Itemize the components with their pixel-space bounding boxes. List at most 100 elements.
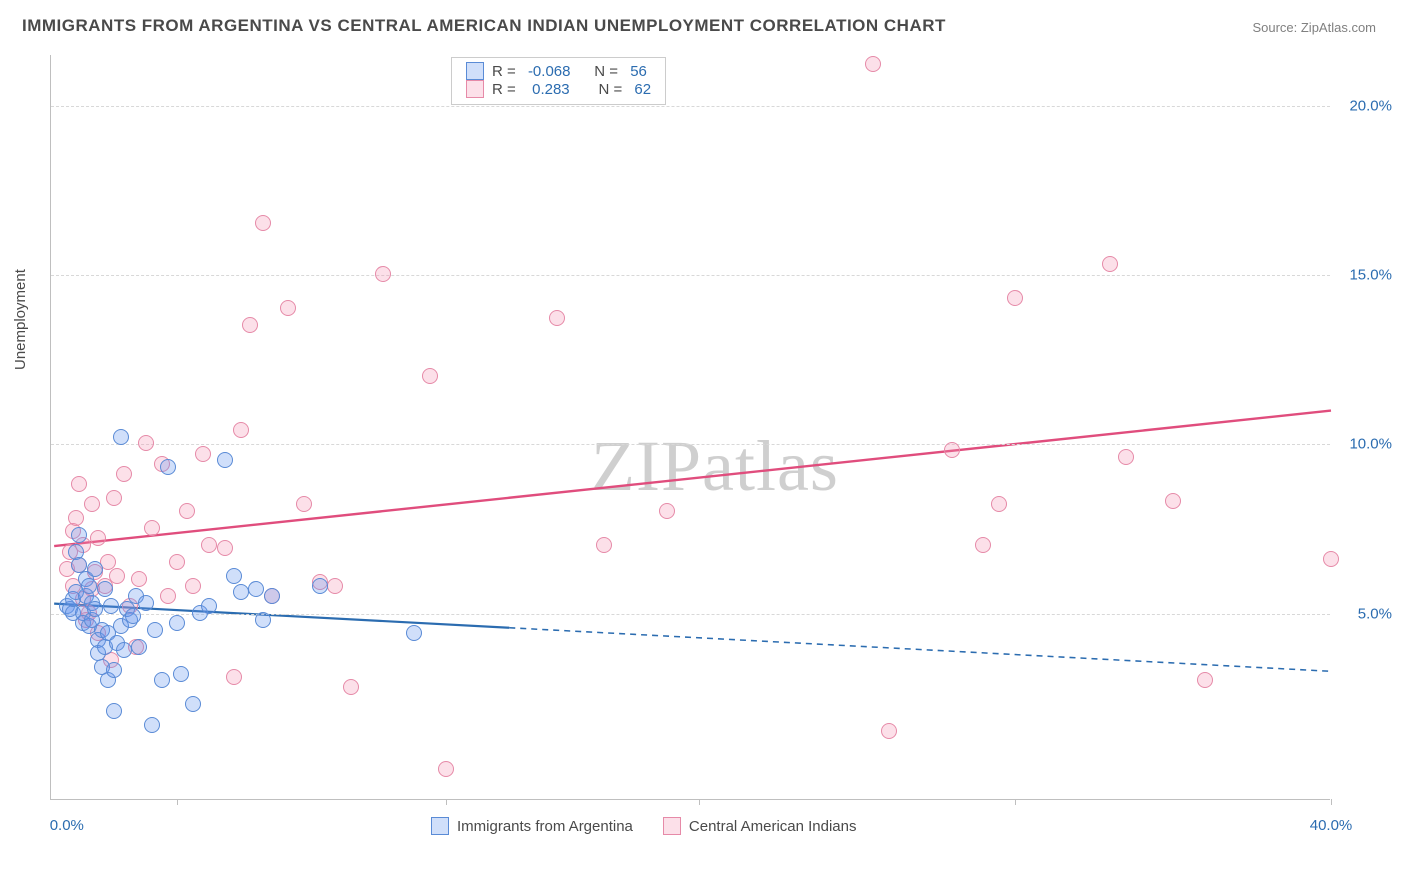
data-point-blue [169,615,185,631]
data-point-pink [233,422,249,438]
n-value-blue: 56 [630,63,647,80]
data-point-blue [113,618,129,634]
data-point-pink [881,723,897,739]
legend-item-pink: Central American Indians [663,817,857,835]
correlation-legend: R = -0.068 N = 56 R = 0.283 N = 62 [451,57,666,105]
data-point-pink [59,561,75,577]
swatch-pink-icon [663,817,681,835]
gridline [51,275,1330,276]
data-point-pink [1007,290,1023,306]
y-tick-label: 20.0% [1349,97,1392,114]
data-point-pink [81,605,97,621]
data-point-pink [154,456,170,472]
data-point-pink [312,574,328,590]
data-point-pink [100,554,116,570]
data-point-blue [226,568,242,584]
data-point-pink [1323,551,1339,567]
data-point-blue [125,608,141,624]
data-point-blue [65,605,81,621]
data-point-pink [217,540,233,556]
swatch-pink-icon [466,80,484,98]
data-point-pink [65,523,81,539]
x-tick-label: 0.0% [50,817,84,834]
data-point-blue [75,615,91,631]
data-point-blue [109,635,125,651]
data-point-pink [106,490,122,506]
data-point-pink [264,588,280,604]
data-point-blue [78,571,94,587]
data-point-blue [147,622,163,638]
data-point-blue [84,612,100,628]
chart-title: IMMIGRANTS FROM ARGENTINA VS CENTRAL AME… [22,16,946,36]
data-point-blue [87,561,103,577]
data-point-blue [78,588,94,604]
data-point-pink [1165,493,1181,509]
data-point-pink [991,496,1007,512]
data-point-pink [75,591,91,607]
data-point-blue [106,662,122,678]
gridline [51,614,1330,615]
data-point-pink [422,368,438,384]
legend-item-blue: Immigrants from Argentina [431,817,633,835]
data-point-pink [201,537,217,553]
data-point-pink [1197,672,1213,688]
swatch-blue-icon [466,62,484,80]
data-point-pink [103,652,119,668]
data-point-pink [975,537,991,553]
legend-row-blue: R = -0.068 N = 56 [466,62,651,80]
data-point-blue [154,672,170,688]
data-point-pink [75,537,91,553]
data-point-blue [90,632,106,648]
legend-label-blue: Immigrants from Argentina [457,818,633,835]
data-point-pink [71,557,87,573]
data-point-pink [90,625,106,641]
data-point-pink [255,215,271,231]
data-point-blue [75,605,91,621]
data-point-blue [173,666,189,682]
data-point-blue [217,452,233,468]
data-point-pink [122,598,138,614]
data-point-blue [160,459,176,475]
x-tick-mark [446,799,447,805]
data-point-pink [78,612,94,628]
data-point-blue [100,625,116,641]
data-point-pink [84,581,100,597]
data-point-blue [144,717,160,733]
data-point-blue [81,578,97,594]
data-point-pink [1118,449,1134,465]
data-point-pink [327,578,343,594]
data-point-blue [248,581,264,597]
data-point-pink [343,679,359,695]
data-point-pink [116,466,132,482]
legend-row-pink: R = 0.283 N = 62 [466,80,651,98]
data-point-pink [160,588,176,604]
data-point-pink [549,310,565,326]
data-point-blue [81,618,97,634]
series-legend: Immigrants from Argentina Central Americ… [431,817,857,835]
data-point-blue [201,598,217,614]
data-point-blue [62,601,78,617]
data-point-pink [97,578,113,594]
data-point-pink [296,496,312,512]
data-point-pink [62,544,78,560]
data-point-blue [233,584,249,600]
data-point-pink [195,446,211,462]
data-point-blue [59,598,75,614]
data-point-blue [106,703,122,719]
data-point-pink [944,442,960,458]
data-point-blue [138,595,154,611]
data-point-blue [97,639,113,655]
data-point-blue [65,591,81,607]
data-point-blue [131,639,147,655]
data-point-pink [144,520,160,536]
data-point-blue [71,557,87,573]
swatch-blue-icon [431,817,449,835]
data-point-pink [865,56,881,72]
legend-label-pink: Central American Indians [689,818,857,835]
data-point-pink [179,503,195,519]
data-point-pink [128,639,144,655]
x-tick-mark [699,799,700,805]
data-point-blue [312,578,328,594]
y-tick-label: 10.0% [1349,436,1392,453]
data-point-blue [116,642,132,658]
